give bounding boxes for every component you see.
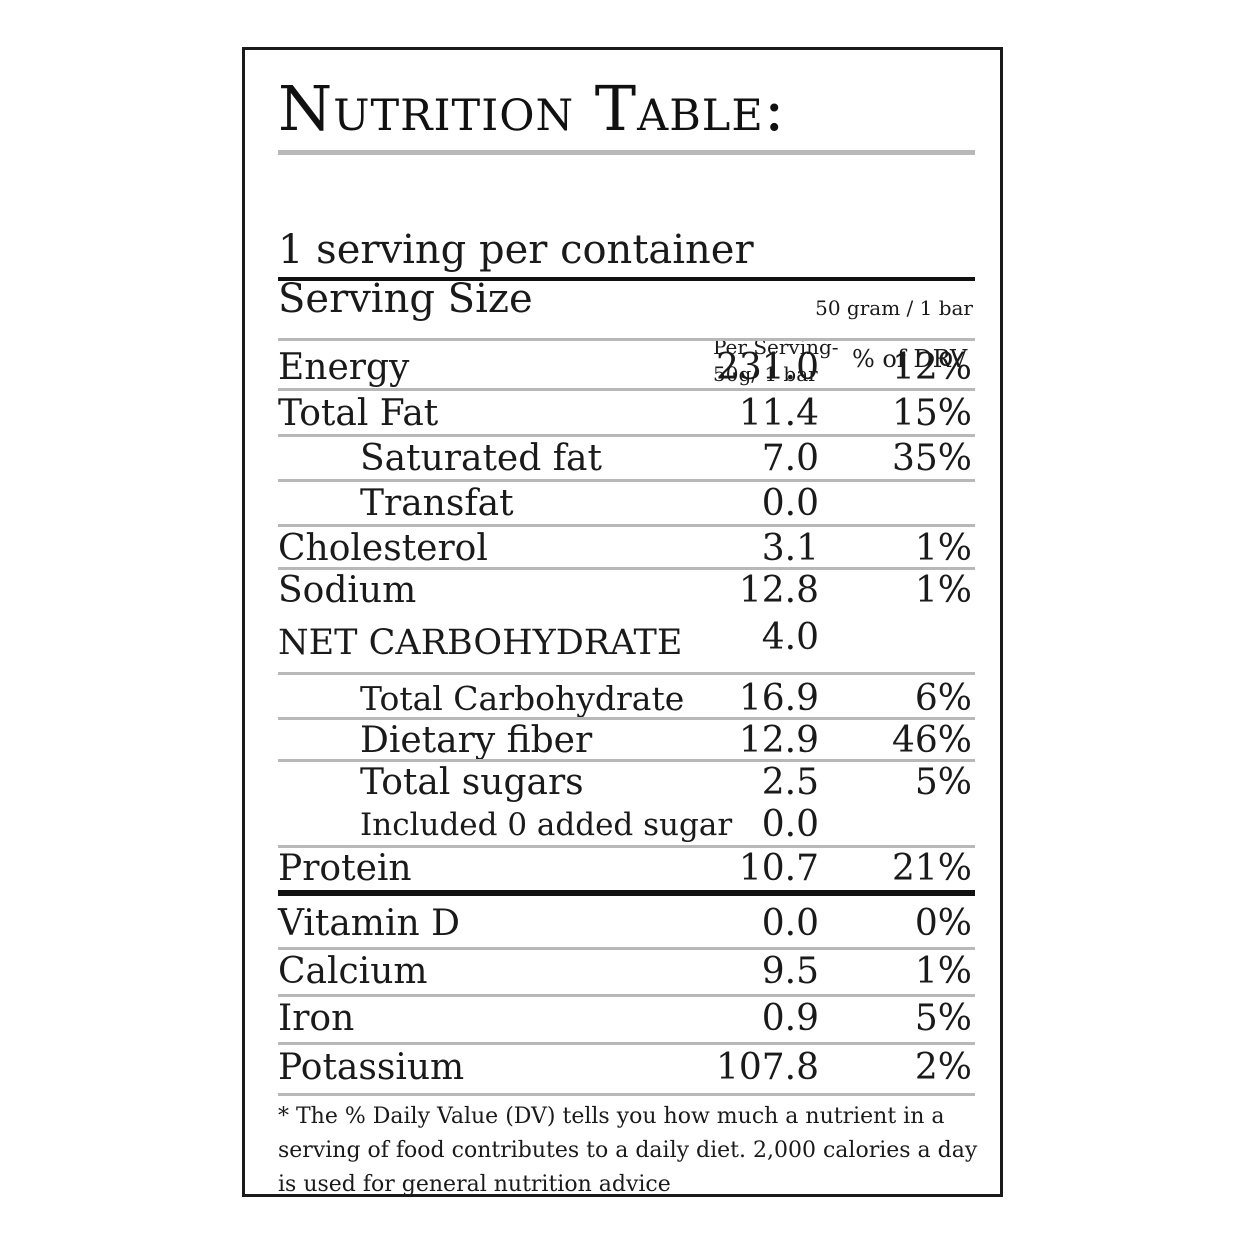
nutrient-value: 16.9 xyxy=(738,678,819,719)
nutrient-row-calcium: Calcium 9.5 1% xyxy=(278,950,975,994)
nutrient-name: Vitamin D xyxy=(278,903,460,944)
row-divider xyxy=(278,845,975,848)
nutrient-value: 9.5 xyxy=(761,951,819,992)
row-divider xyxy=(278,388,975,391)
nutrient-value: 231.0 xyxy=(715,347,819,388)
nutrient-value: 12.9 xyxy=(738,720,819,761)
nutrient-value: 2.5 xyxy=(761,762,819,803)
nutrient-row-energy: Energy 231.0 12% xyxy=(278,346,975,390)
nutrient-name: Energy xyxy=(278,347,410,388)
nutrient-value: 12.8 xyxy=(738,570,819,611)
servings-per-container: 1 serving per container xyxy=(278,227,754,273)
nutrient-name: Potassium xyxy=(278,1047,465,1088)
nutrient-name: Cholesterol xyxy=(278,528,488,569)
nutrient-row-iron: Iron 0.9 5% xyxy=(278,997,975,1041)
nutrition-label-content: Nutrition Table: 1 serving per container… xyxy=(278,50,977,1197)
nutrient-dv: 5% xyxy=(914,998,972,1039)
row-divider xyxy=(278,759,975,762)
nutrient-row-protein: Protein 10.7 21% xyxy=(278,847,975,891)
nutrient-dv: 15% xyxy=(891,393,972,434)
nutrient-row-dietary-fiber: Dietary fiber 12.9 46% xyxy=(278,719,975,763)
nutrient-name: Included 0 added sugar xyxy=(360,807,733,843)
nutrient-row-transfat: Transfat 0.0 xyxy=(278,482,975,526)
row-divider xyxy=(278,524,975,527)
nutrient-name: Total Fat xyxy=(278,393,439,434)
nutrient-dv: 2% xyxy=(914,1047,972,1088)
nutrient-dv: 1% xyxy=(914,951,972,992)
row-divider xyxy=(278,717,975,720)
nutrient-row-total-fat: Total Fat 11.4 15% xyxy=(278,392,975,436)
nutrient-dv: 6% xyxy=(914,678,972,719)
serving-size-value: 50 gram / 1 bar xyxy=(815,296,973,320)
nutrient-value: 4.0 xyxy=(761,617,819,658)
nutrient-value: 107.8 xyxy=(715,1047,819,1088)
nutrient-row-net-carbohydrate: NET CARBOHYDRATE 4.0 xyxy=(278,616,975,666)
row-divider xyxy=(278,672,975,675)
serving-divider xyxy=(278,277,975,281)
nutrient-row-total-sugars: Total sugars 2.5 5% xyxy=(278,761,975,805)
header-divider xyxy=(278,338,975,341)
row-divider xyxy=(278,567,975,570)
nutrient-dv: 12% xyxy=(891,347,972,388)
row-divider xyxy=(278,994,975,997)
nutrient-value: 0.0 xyxy=(761,483,819,524)
row-divider xyxy=(278,1042,975,1045)
nutrient-dv: 1% xyxy=(914,570,972,611)
nutrient-row-total-carbohydrate: Total Carbohydrate 16.9 6% xyxy=(278,677,975,721)
nutrient-row-vitamin-d: Vitamin D 0.0 0% xyxy=(278,902,975,946)
nutrient-dv: 5% xyxy=(914,762,972,803)
nutrient-name: Dietary fiber xyxy=(360,720,593,761)
protein-divider xyxy=(278,890,975,896)
nutrient-row-sodium: Sodium 12.8 1% xyxy=(278,569,975,613)
nutrient-dv: 46% xyxy=(891,720,972,761)
nutrition-label: Nutrition Table: 1 serving per container… xyxy=(242,47,1003,1197)
nutrient-row-cholesterol: Cholesterol 3.1 1% xyxy=(278,527,975,571)
nutrient-name: Protein xyxy=(278,848,412,889)
nutrient-dv: 0% xyxy=(914,903,972,944)
label-title: Nutrition Table: xyxy=(278,72,786,145)
nutrient-value: 0.0 xyxy=(761,804,819,845)
title-divider xyxy=(278,150,975,155)
row-divider xyxy=(278,434,975,437)
nutrient-name: Total sugars xyxy=(360,762,584,803)
nutrient-dv: 1% xyxy=(914,528,972,569)
row-divider xyxy=(278,947,975,950)
row-divider xyxy=(278,479,975,482)
nutrient-name: Transfat xyxy=(360,483,514,524)
nutrient-value: 10.7 xyxy=(738,848,819,889)
per-serving-header-line2: 50g/ 1 bar xyxy=(713,362,818,386)
nutrient-value: 3.1 xyxy=(761,528,819,569)
nutrient-name: Iron xyxy=(278,998,355,1039)
nutrient-dv: 21% xyxy=(891,848,972,889)
nutrient-value: 11.4 xyxy=(738,393,819,434)
nutrient-value: 7.0 xyxy=(761,438,819,479)
nutrient-row-potassium: Potassium 107.8 2% xyxy=(278,1046,975,1090)
nutrient-name: NET CARBOHYDRATE xyxy=(278,623,683,663)
dv-header: % of DRV xyxy=(852,345,968,373)
nutrient-name: Total Carbohydrate xyxy=(360,679,685,718)
nutrient-name: Sodium xyxy=(278,570,417,611)
nutrient-name: Saturated fat xyxy=(360,438,602,479)
dv-footnote: * The % Daily Value (DV) tells you how m… xyxy=(278,1104,978,1197)
nutrient-row-added-sugar: Included 0 added sugar 0.0 xyxy=(278,803,975,847)
footnote-divider xyxy=(278,1093,975,1096)
nutrient-dv: 35% xyxy=(891,438,972,479)
nutrient-value: 0.0 xyxy=(761,903,819,944)
serving-size-label: Serving Size xyxy=(278,276,533,322)
nutrient-name: Calcium xyxy=(278,951,428,992)
nutrient-row-saturated-fat: Saturated fat 7.0 35% xyxy=(278,437,975,481)
nutrient-value: 0.9 xyxy=(761,998,819,1039)
